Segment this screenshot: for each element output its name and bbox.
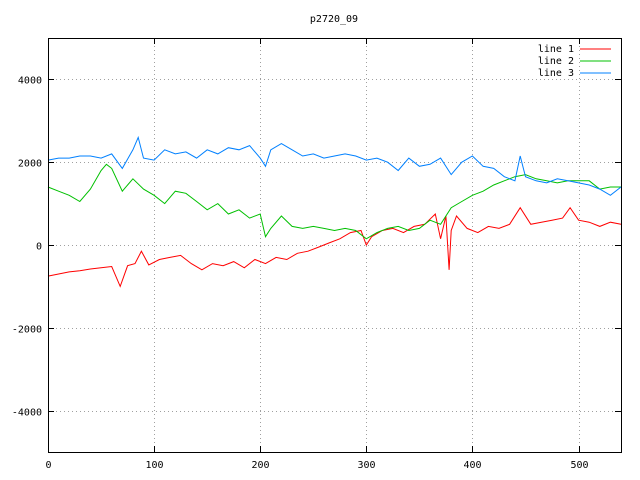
series-line-2 [47,163,621,240]
plot-frame [48,38,622,453]
y-tick-label: -2000 [12,325,42,336]
x-tick-label: 200 [251,460,269,471]
y-tick-label: 0 [36,242,42,253]
x-tick-label: 500 [570,460,588,471]
x-tick-label: 400 [463,460,481,471]
y-tick-label: -4000 [12,408,42,419]
series-line-1 [47,206,622,288]
chart-title: p2720_09 [310,14,358,25]
y-axis-ticks: -4000 -2000 0 2000 4000 [12,76,621,419]
grid [48,38,621,452]
y-tick-label: 2000 [18,159,42,170]
x-tick-label: 300 [357,460,375,471]
series-line-3 [47,135,622,196]
legend-label-1: line 1 [538,44,574,55]
x-tick-label: 100 [145,460,163,471]
series-group [47,135,622,288]
legend-label-2: line 2 [538,56,574,67]
legend-label-3: line 3 [538,68,574,79]
x-tick-label: 0 [45,460,51,471]
y-tick-label: 4000 [18,76,42,87]
x-axis-ticks: 0 100 200 300 400 500 [45,38,589,471]
